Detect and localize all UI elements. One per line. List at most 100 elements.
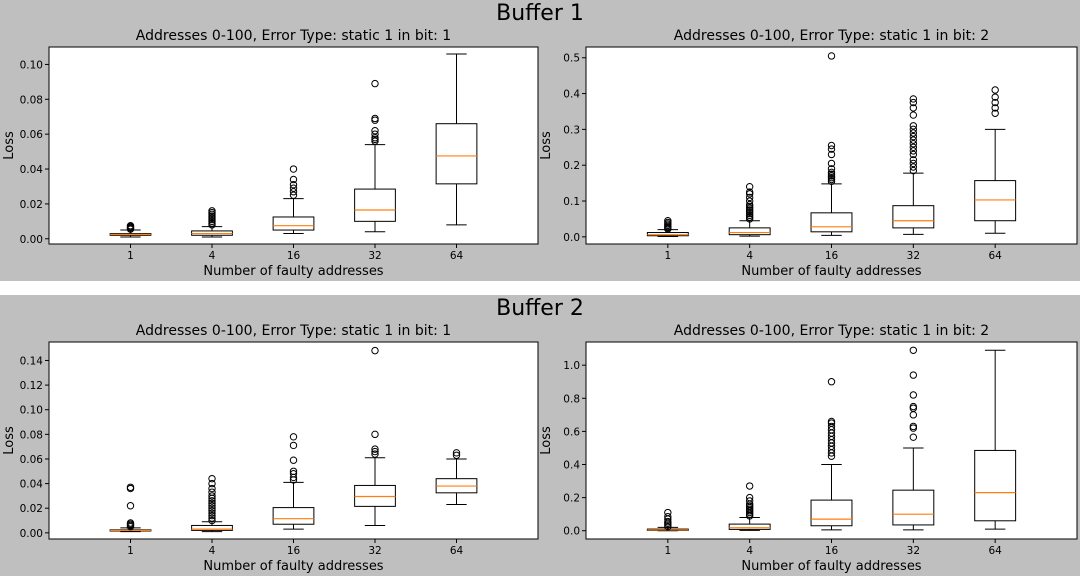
y-tick-label: 0.2 (563, 160, 580, 172)
outlier-point (208, 514, 216, 522)
outlier-point (827, 141, 836, 150)
outlier-point (909, 163, 918, 171)
box-16 (810, 52, 853, 236)
outlier-point (208, 492, 216, 500)
outlier-point (371, 445, 379, 453)
box-iqr (354, 484, 396, 507)
outlier-point (371, 430, 379, 439)
x-tick-label: 64 (988, 545, 1002, 557)
x-tick-label: 1 (127, 250, 134, 262)
x-tick-label: 64 (988, 250, 1002, 262)
y-tick-label: 0.4 (563, 89, 580, 101)
outlier-point (208, 207, 216, 215)
outlier-point (827, 159, 836, 168)
outlier-point (909, 150, 918, 159)
outlier-point (126, 502, 135, 510)
outlier-point (827, 417, 836, 426)
box-iqr (892, 489, 935, 526)
outlier-point (909, 95, 918, 103)
box-4 (728, 182, 771, 237)
outlier-point (745, 200, 754, 209)
outlier-point (208, 506, 216, 515)
box-iqr (810, 499, 853, 527)
outlier-point (371, 450, 379, 458)
outlier-point (208, 516, 216, 525)
y-axis-label: Loss (539, 426, 554, 455)
y-tick-label: 0.06 (20, 454, 44, 466)
chart-title: Addresses 0-100, Error Type: static 1 in… (136, 28, 451, 44)
outlier-point (745, 482, 754, 490)
y-tick-label: 0.10 (20, 405, 43, 417)
y-axis-label: Loss (2, 426, 17, 455)
outlier-point (452, 451, 461, 459)
outlier-point (126, 519, 135, 527)
outlier-point (827, 422, 836, 431)
outlier-point (208, 511, 216, 520)
y-tick-label: 0.4 (563, 460, 580, 472)
outlier-point (208, 504, 216, 512)
outlier-point (909, 140, 918, 148)
box-1 (109, 221, 152, 238)
outlier-point (827, 52, 836, 60)
box-4 (191, 474, 233, 533)
outlier-point (289, 433, 298, 441)
y-tick-label: 0.02 (20, 199, 43, 211)
box-16 (272, 165, 315, 235)
x-tick-label: 4 (209, 545, 216, 557)
outlier-point (371, 447, 379, 456)
y-tick-label: 0.5 (563, 53, 580, 65)
outlier-point (909, 371, 918, 379)
y-tick-label: 0.12 (20, 380, 43, 392)
x-tick-label: 4 (746, 545, 753, 557)
box-iqr (272, 507, 315, 525)
outlier-point (909, 136, 918, 144)
x-tick-label: 16 (825, 250, 839, 262)
y-tick-label: 0.1 (563, 196, 580, 208)
outlier-point (909, 402, 918, 411)
outlier-point (452, 449, 461, 457)
outlier-point (371, 114, 379, 123)
box-4 (728, 482, 771, 531)
box-32 (892, 95, 935, 235)
outlier-point (909, 346, 918, 354)
outlier-point (289, 187, 298, 196)
x-tick-label: 32 (907, 545, 920, 557)
box-16 (272, 433, 315, 530)
outlier-point (909, 122, 918, 130)
box-16 (810, 378, 853, 531)
box-iqr (435, 123, 478, 185)
outlier-point (745, 197, 754, 205)
outlier-point (208, 499, 216, 507)
outlier-point (827, 168, 836, 177)
box-1 (646, 217, 689, 237)
plot-area (585, 341, 1078, 540)
outlier-point (664, 508, 672, 517)
y-tick-label: 0.04 (20, 479, 44, 491)
outlier-point (909, 156, 918, 164)
x-axis-label: Number of faulty addresses (203, 264, 383, 279)
box-32 (354, 346, 396, 526)
y-axis-label: Loss (539, 131, 554, 160)
box-64 (974, 86, 1017, 234)
outlier-point (745, 493, 754, 502)
box-4 (191, 207, 233, 238)
y-tick-label: 0.00 (20, 234, 43, 246)
box-iqr (191, 524, 233, 531)
y-tick-label: 0.02 (20, 503, 43, 515)
x-tick-label: 1 (664, 545, 671, 557)
box-32 (354, 79, 396, 233)
outlier-point (909, 98, 918, 107)
outlier-point (909, 125, 918, 134)
outlier-point (827, 150, 836, 159)
box-32 (892, 346, 935, 531)
outlier-point (745, 497, 754, 505)
x-tick-label: 16 (287, 545, 301, 557)
y-tick-label: 0.6 (563, 426, 580, 438)
y-tick-label: 0.04 (20, 164, 44, 176)
outlier-point (827, 378, 836, 386)
box-iqr (810, 212, 853, 233)
outlier-point (909, 422, 918, 431)
outlier-point (909, 111, 918, 119)
x-tick-label: 16 (825, 545, 839, 557)
